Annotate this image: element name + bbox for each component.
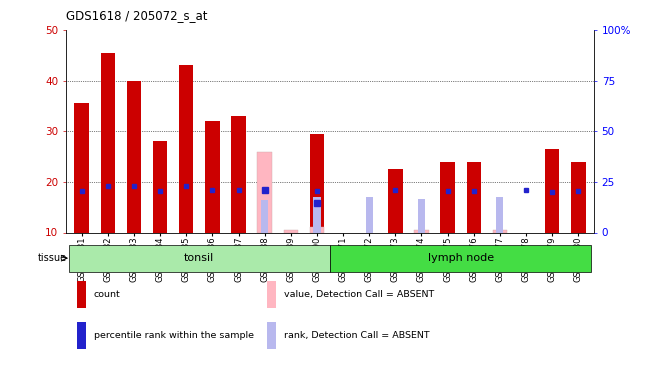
Bar (261, 200, 268, 232)
Text: lymph node: lymph node (428, 253, 494, 263)
Bar (69, 245, 330, 272)
Text: tissue: tissue (38, 253, 67, 263)
Bar (467, 162, 481, 232)
Bar (440, 162, 455, 232)
Bar (100, 53, 115, 232)
Bar (257, 152, 272, 232)
Text: count: count (94, 290, 121, 299)
Bar (366, 197, 373, 232)
Bar (77, 281, 86, 308)
Text: rank, Detection Call = ABSENT: rank, Detection Call = ABSENT (284, 331, 430, 340)
Bar (414, 230, 429, 232)
Text: percentile rank within the sample: percentile rank within the sample (94, 331, 254, 340)
Bar (205, 121, 220, 232)
Bar (388, 169, 403, 232)
Bar (267, 281, 276, 308)
Bar (179, 65, 193, 232)
Bar (127, 81, 141, 232)
Bar (493, 230, 507, 232)
Bar (571, 162, 585, 232)
Bar (257, 152, 272, 232)
Bar (153, 141, 167, 232)
Text: value, Detection Call = ABSENT: value, Detection Call = ABSENT (284, 290, 434, 299)
Text: GDS1618 / 205072_s_at: GDS1618 / 205072_s_at (66, 9, 207, 22)
Bar (545, 149, 560, 232)
Bar (231, 116, 246, 232)
Bar (284, 230, 298, 232)
Bar (418, 199, 425, 232)
Bar (310, 227, 324, 232)
Bar (310, 134, 324, 232)
Bar (314, 197, 321, 232)
Bar (496, 197, 504, 232)
Bar (330, 245, 591, 272)
Bar (77, 322, 86, 349)
Bar (267, 322, 276, 349)
Text: tonsil: tonsil (184, 253, 214, 263)
Bar (75, 104, 89, 232)
